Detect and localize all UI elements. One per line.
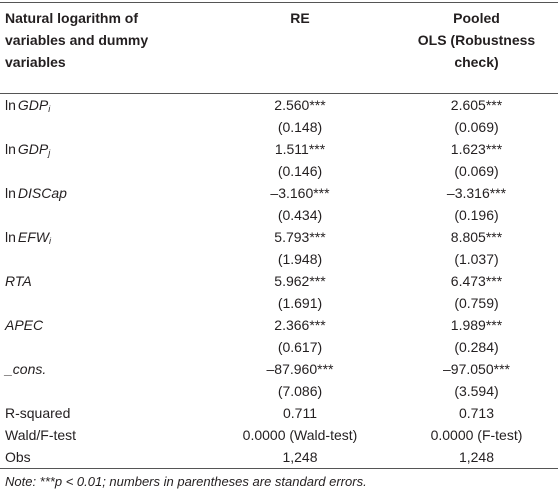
header-cell: RE (205, 2, 395, 94)
coef-re: 5.793*** (274, 229, 326, 245)
coef-re: 2.366*** (274, 317, 326, 333)
se-row: (1.948) (1.037) (0, 248, 558, 270)
empty-cell (0, 292, 205, 314)
header-line: RE (290, 10, 310, 26)
se-pooled: (0.284) (454, 339, 499, 355)
empty-cell (0, 160, 205, 182)
header-line: variables and dummy (5, 32, 149, 48)
se-row: (0.434) (0.196) (0, 204, 558, 226)
stat-label: Obs (0, 446, 205, 469)
coef-row: _cons. –87.960*** –97.050*** (0, 358, 558, 380)
header-cell: Pooled OLS (Robustness check) (395, 2, 558, 94)
header-line: Pooled (453, 10, 500, 26)
coef-pooled: –3.316*** (446, 185, 507, 201)
coef-row: ln GDPi 2.560*** 2.605*** (0, 94, 558, 117)
se-row: (0.617) (0.284) (0, 336, 558, 358)
log-prefix: ln (5, 141, 16, 157)
stat-row: R-squared 0.711 0.713 (0, 402, 558, 424)
variable-cell: ln GDPj (0, 138, 205, 160)
se-row: (0.148) (0.069) (0, 116, 558, 138)
coef-re: –87.960*** (266, 361, 334, 377)
log-prefix: ln (5, 185, 16, 201)
coef-row: APEC 2.366*** 1.989*** (0, 314, 558, 336)
stat-pooled: 1,248 (395, 446, 558, 469)
stat-re: 0.711 (283, 405, 317, 421)
header-row: Natural logarithm of variables and dummy v… (0, 2, 558, 94)
se-row: (7.086) (3.594) (0, 380, 558, 402)
se-pooled: (0.759) (454, 295, 499, 311)
se-re: (1.948) (277, 251, 323, 267)
header-line: OLS (Robustness check) (417, 32, 536, 70)
variable-name: _cons. (5, 361, 47, 377)
variable-cell: _cons. (0, 358, 205, 380)
stat-row: Wald/F-test 0.0000 (Wald-test) 0.0000 (F-t… (0, 424, 558, 446)
empty-cell (0, 336, 205, 358)
coef-pooled: 1.989*** (450, 317, 503, 333)
variable-cell: ln GDPi (0, 94, 205, 117)
se-pooled: (0.069) (454, 119, 499, 135)
variable-name: RTA (5, 273, 32, 289)
se-re: (1.691) (277, 295, 323, 311)
se-pooled: (0.069) (454, 163, 499, 179)
variable-cell: RTA (0, 270, 205, 292)
variable-subscript: i (49, 236, 52, 246)
se-row: (1.691) (0.759) (0, 292, 558, 314)
coef-pooled: 1.623*** (450, 141, 503, 157)
coef-re: –3.160*** (270, 185, 330, 201)
variable-name: APEC (5, 317, 44, 333)
empty-cell (0, 116, 205, 138)
se-re: (0.617) (277, 339, 323, 355)
variable-name: GDP (17, 141, 49, 157)
coef-row: RTA 5.962*** 6.473*** (0, 270, 558, 292)
coef-row: ln EFWi 5.793*** 8.805*** (0, 226, 558, 248)
empty-cell (0, 204, 205, 226)
table-header: Natural logarithm of variables and dummy v… (0, 2, 558, 94)
table-body: ln GDPi 2.560*** 2.605*** (0.148) (0.069) ln GD… (0, 94, 558, 469)
variable-cell: APEC (0, 314, 205, 336)
se-re: (0.146) (277, 163, 323, 179)
variable-cell: ln DISCap (0, 182, 205, 204)
coef-re: 2.560*** (274, 97, 326, 113)
stat-re: 0.0000 (Wald-test) (242, 427, 358, 443)
coef-re: 1.511*** (274, 141, 326, 157)
coef-row: ln DISCap –3.160*** –3.316*** (0, 182, 558, 204)
coef-pooled: –97.050*** (443, 361, 510, 377)
log-prefix: ln (5, 97, 16, 113)
se-re: (0.434) (277, 207, 323, 223)
stat-label: Wald/F-test (5, 427, 77, 443)
coef-pooled: 8.805*** (450, 229, 503, 245)
coef-pooled: 6.473*** (450, 273, 503, 289)
variable-name: DISCap (17, 185, 67, 201)
stat-row: Obs 1,248 1,248 (0, 446, 558, 469)
header-line: variables (5, 54, 66, 70)
variable-subscript: j (48, 148, 51, 158)
stat-re: 1,248 (205, 446, 395, 469)
se-re: (0.148) (277, 119, 323, 135)
header-cell: Natural logarithm of variables and dummy v… (0, 2, 205, 94)
empty-cell (0, 380, 205, 402)
variable-subscript: i (48, 104, 51, 114)
variable-name: GDP (17, 97, 49, 113)
coef-pooled: 2.605*** (450, 97, 503, 113)
se-re: (7.086) (277, 383, 323, 399)
se-pooled: (3.594) (454, 383, 499, 399)
stat-label: R-squared (5, 405, 71, 421)
se-pooled: (0.196) (454, 207, 499, 223)
variable-name: EFW (17, 229, 50, 245)
stat-pooled: 0.713 (458, 405, 495, 421)
se-pooled: (1.037) (454, 251, 499, 267)
stat-pooled: 0.0000 (F-test) (430, 427, 523, 443)
empty-cell (0, 248, 205, 270)
coef-re: 5.962*** (274, 273, 326, 289)
results-table: Natural logarithm of variables and dummy v… (0, 2, 558, 469)
log-prefix: ln (5, 229, 16, 245)
se-row: (0.146) (0.069) (0, 160, 558, 182)
table-note: Note: ***p < 0.01; numbers in parenthese… (5, 474, 367, 489)
coef-row: ln GDPj 1.511*** 1.623*** (0, 138, 558, 160)
variable-cell: ln EFWi (0, 226, 205, 248)
header-line: Natural logarithm of (5, 10, 139, 26)
